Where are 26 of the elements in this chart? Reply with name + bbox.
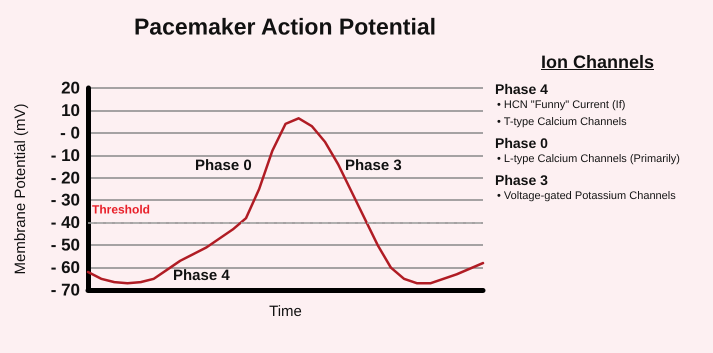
text: Phase 0 xyxy=(495,135,549,151)
annotation: Phase 4 xyxy=(173,267,230,284)
y-tick-label: 20 xyxy=(61,78,80,98)
annotation: Phase 0 xyxy=(195,157,252,174)
text: • HCN "Funny" Current (If) xyxy=(497,98,626,113)
y-axis-title: Membrane Potential (mV) xyxy=(12,104,29,274)
text: • Voltage-gated Potassium Channels xyxy=(497,189,677,204)
y-tick-label: - 60 xyxy=(50,258,80,278)
y-tick-label: - 10 xyxy=(50,146,80,165)
x-axis-title: Time xyxy=(269,303,302,320)
text: • L-type Calcium Channels (Primarily) xyxy=(497,152,681,167)
y-tick-label: - 30 xyxy=(50,190,80,210)
y-tick-label: - 0 xyxy=(60,123,80,142)
y-tick-label: - 40 xyxy=(50,213,80,232)
annotation: Phase 3 xyxy=(345,157,402,174)
y-tick-label: 10 xyxy=(61,100,80,120)
text: Ion Channels xyxy=(540,52,655,73)
line-series xyxy=(86,117,484,285)
y-tick-label: - 50 xyxy=(50,236,80,255)
ref-line-label: Threshold xyxy=(92,202,150,217)
text: • T-type Calcium Channels xyxy=(497,115,628,130)
text: Phase 3 xyxy=(495,172,549,188)
chart-title: Pacemaker Action Potential xyxy=(134,14,436,40)
y-tick-label: - 20 xyxy=(50,168,80,188)
y-tick-label: - 70 xyxy=(50,280,80,300)
text: Phase 4 xyxy=(495,81,549,97)
